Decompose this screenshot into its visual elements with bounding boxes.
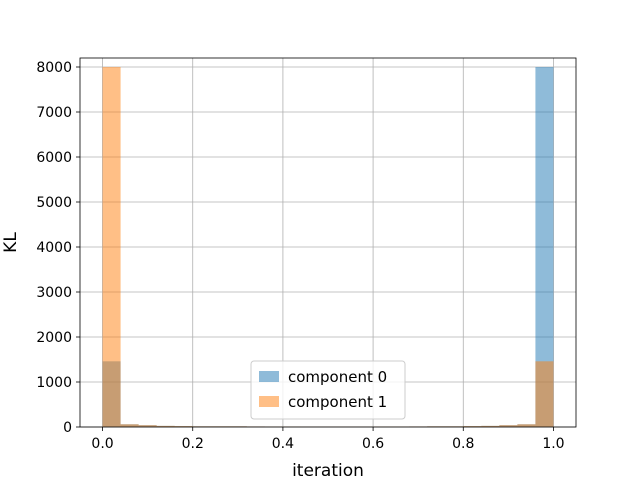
bar-series-1 bbox=[535, 361, 554, 427]
bar-series-1 bbox=[138, 425, 157, 427]
x-tick-label: 0.0 bbox=[91, 436, 113, 452]
y-tick-label: 3000 bbox=[36, 285, 72, 301]
y-tick-label: 4000 bbox=[36, 240, 72, 256]
x-tick-label: 0.4 bbox=[272, 436, 294, 452]
bar-series-1 bbox=[463, 426, 482, 427]
bar-series-1 bbox=[517, 424, 536, 427]
legend-label: component 1 bbox=[288, 393, 387, 411]
x-tick-label: 0.8 bbox=[452, 436, 474, 452]
bar-series-1 bbox=[499, 425, 518, 427]
y-tick-label: 7000 bbox=[36, 105, 72, 121]
bar-series-0 bbox=[535, 67, 554, 427]
x-axis-ticks: 0.0 0.2 0.4 0.6 0.8 1.0 bbox=[91, 427, 565, 452]
plot-frame bbox=[79, 57, 577, 428]
x-axis-label: iteration bbox=[292, 461, 364, 480]
y-tick-label: 8000 bbox=[36, 60, 72, 76]
legend-box bbox=[250, 360, 406, 420]
bar-series-1 bbox=[102, 67, 121, 427]
bar-series-1 bbox=[120, 424, 139, 427]
x-tick-label: 0.2 bbox=[182, 436, 204, 452]
legend-swatch bbox=[259, 396, 279, 407]
bar-series-1 bbox=[481, 425, 500, 427]
y-axis-ticks: 0 1000 2000 3000 4000 5000 6000 7000 8000 bbox=[36, 60, 80, 436]
bar-series-1 bbox=[174, 426, 193, 427]
y-tick-label: 0 bbox=[63, 420, 72, 436]
x-tick-label: 0.6 bbox=[362, 436, 384, 452]
y-tick-label: 6000 bbox=[36, 150, 72, 166]
legend-swatch bbox=[259, 371, 279, 382]
x-tick-label: 1.0 bbox=[542, 436, 564, 452]
y-axis-label: KL bbox=[1, 232, 21, 253]
y-tick-label: 1000 bbox=[36, 375, 72, 391]
legend: component 0 component 1 bbox=[250, 360, 406, 420]
y-tick-label: 2000 bbox=[36, 330, 72, 346]
legend-label: component 0 bbox=[288, 368, 387, 386]
y-tick-label: 5000 bbox=[36, 195, 72, 211]
bar-series-1 bbox=[156, 425, 175, 427]
